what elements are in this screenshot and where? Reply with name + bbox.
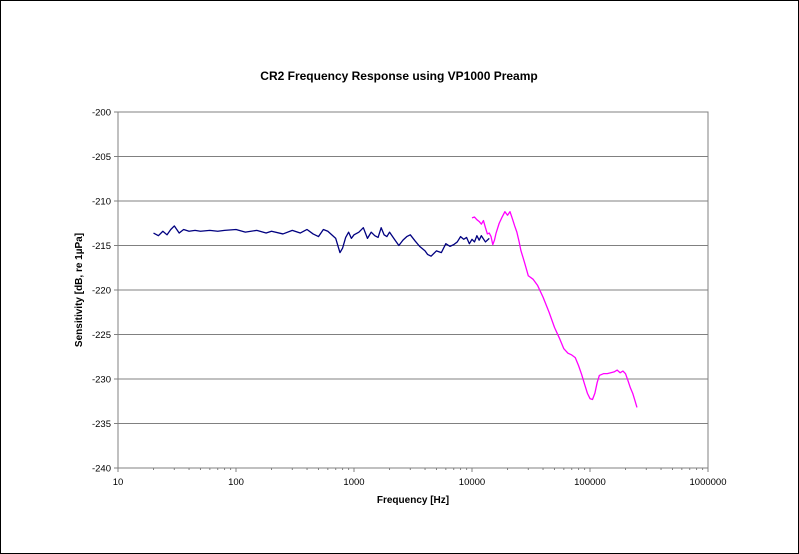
x-tick-label: 100000	[574, 477, 606, 488]
x-tick-label: 100	[228, 477, 244, 488]
series-line-2	[471, 211, 638, 408]
y-axis-title: Sensitivity [dB, re 1µPa]	[74, 233, 85, 347]
x-tick-label: 1000000	[690, 477, 727, 488]
chart-title: CR2 Frequency Response using VP1000 Prea…	[260, 69, 537, 83]
y-tick-label: -225	[92, 330, 111, 341]
x-tick-label: 1000	[343, 477, 364, 488]
series-layer	[153, 211, 638, 408]
y-tick-label: -205	[92, 152, 111, 163]
y-tick-label: -235	[92, 419, 111, 430]
x-tick-labels: 10 100 1000 10000 100000 1000000	[113, 468, 727, 488]
y-tick-label: -240	[92, 464, 111, 475]
series-line-1	[153, 225, 490, 257]
y-tick-label: -230	[92, 375, 111, 386]
x-tick-label: 10	[113, 477, 124, 488]
x-tick-label: 10000	[459, 477, 485, 488]
y-tick-label: -220	[92, 286, 111, 297]
gridlines	[118, 156, 708, 424]
y-tick-label: -200	[92, 108, 111, 119]
y-tick-labels: -200 -205 -210 -215 -220 -225 -230 -235 -240	[92, 108, 118, 475]
y-tick-label: -215	[92, 241, 111, 252]
x-axis-title: Frequency [Hz]	[377, 495, 449, 506]
y-tick-label: -210	[92, 197, 111, 208]
